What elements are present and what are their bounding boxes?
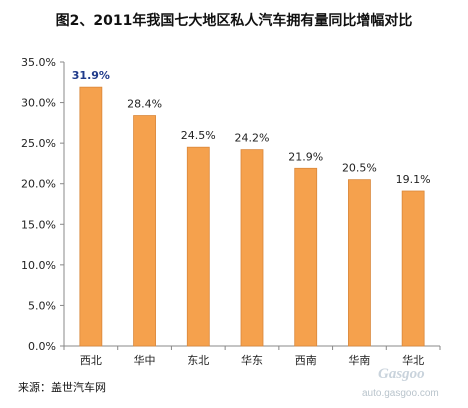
data-label: 21.9% (288, 150, 323, 163)
x-tick-label: 华东 (241, 353, 263, 367)
bar (79, 86, 103, 347)
source-note: 来源：盖世汽车网 (18, 381, 106, 394)
x-tick-label: 西北 (80, 354, 102, 367)
y-tick-label: 5.0% (28, 299, 56, 312)
y-tick-label: 25.0% (21, 137, 56, 150)
y-tick-label: 35.0% (21, 56, 56, 69)
bar (186, 146, 210, 347)
watermark-logo: Gasgoo (378, 366, 425, 382)
bar (133, 115, 156, 347)
y-tick-label: 15.0% (21, 218, 56, 231)
x-tick-label: 华北 (402, 353, 424, 367)
x-tick-label: 东北 (187, 354, 209, 367)
data-label: 20.5% (342, 162, 377, 175)
bar (348, 179, 371, 347)
y-tick-label: 0.0% (28, 340, 56, 353)
bar-series (79, 86, 425, 347)
bar (294, 167, 318, 347)
data-label: 31.9% (72, 69, 110, 82)
chart-title: 图2、2011年我国七大地区私人汽车拥有量同比增幅对比 (55, 13, 413, 29)
y-tick-label: 10.0% (21, 259, 56, 272)
watermark-url: auto.gasgoo.com (362, 388, 439, 399)
chart-axes: 0.0% 5.0% 10.0% 15.0% 20.0% 25.0% 30.0% 35.0% (21, 56, 441, 353)
data-label: 28.4% (127, 98, 162, 111)
x-tick-label: 华南 (348, 353, 370, 367)
y-tick-label: 30.0% (21, 97, 56, 110)
data-label: 24.5% (181, 129, 216, 142)
data-label: 24.2% (235, 132, 270, 145)
y-tick-label: 20.0% (21, 178, 56, 191)
bar (240, 149, 264, 347)
data-label: 19.1% (396, 173, 431, 186)
x-tick-label: 西南 (295, 354, 317, 367)
bar (401, 190, 425, 347)
x-tick-label: 华中 (134, 353, 156, 367)
data-labels: 31.9% 西北 28.4% 华中 24.5% 东北 24.2% 华东 21.9% 西南 20.5%… (72, 69, 431, 367)
